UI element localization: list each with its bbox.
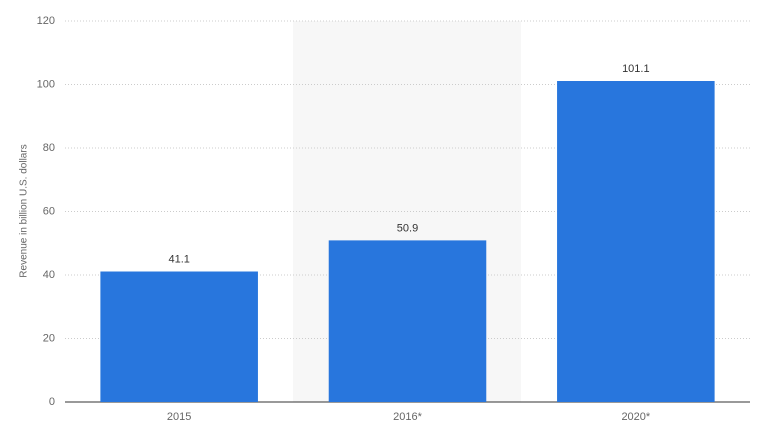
x-tick-label: 2020* (621, 411, 650, 423)
y-tick-label: 120 (37, 15, 55, 27)
y-axis-label: Revenue in billion U.S. dollars (19, 144, 30, 277)
bar (100, 271, 258, 402)
y-tick-label: 0 (49, 396, 55, 408)
bar (328, 240, 487, 402)
y-tick-label: 100 (37, 78, 55, 90)
x-tick-label: 2015 (167, 411, 191, 423)
y-tick-label: 80 (43, 142, 55, 154)
bar (557, 81, 715, 402)
y-tick-label: 60 (43, 205, 55, 217)
y-tick-label: 20 (43, 332, 55, 344)
data-label: 41.1 (168, 253, 189, 265)
x-tick-label: 2016* (393, 411, 422, 423)
data-label: 50.9 (397, 222, 418, 234)
y-tick-label: 40 (43, 269, 55, 281)
data-label: 101.1 (622, 63, 650, 75)
